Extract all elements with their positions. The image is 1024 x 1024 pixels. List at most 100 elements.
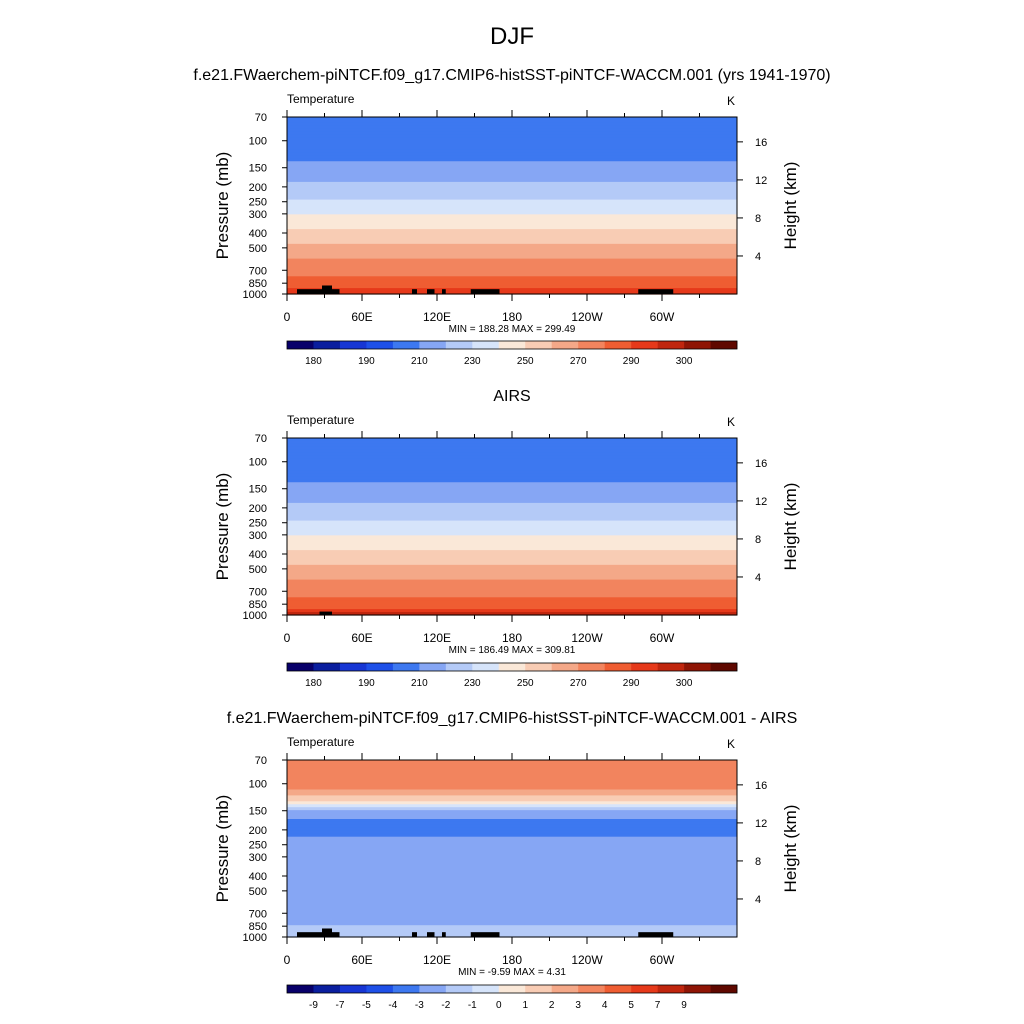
field-band xyxy=(287,229,737,233)
y-tick-label: 500 xyxy=(249,886,267,898)
colorbar-label: 290 xyxy=(623,678,640,689)
field-band xyxy=(287,567,737,572)
colorbar-label: 300 xyxy=(676,678,693,689)
units-label: K xyxy=(727,737,735,751)
field-band xyxy=(287,556,737,560)
colorbar-label: 290 xyxy=(623,356,640,367)
field-band xyxy=(287,777,737,782)
field-band xyxy=(287,255,737,260)
field-band xyxy=(287,517,737,522)
field-band xyxy=(287,910,737,914)
field-band xyxy=(287,821,737,826)
field-band xyxy=(287,886,737,891)
field-band xyxy=(287,446,737,451)
field-band xyxy=(287,137,737,142)
field-band xyxy=(287,535,737,539)
colorbar-swatch xyxy=(631,985,658,993)
terrain-block xyxy=(470,932,500,937)
terrain-block xyxy=(470,289,500,294)
y-tick-label: 200 xyxy=(249,825,267,837)
terrain-block xyxy=(297,932,325,937)
field-band xyxy=(287,541,737,545)
field-band xyxy=(287,851,737,855)
field-band xyxy=(287,264,737,269)
field-band xyxy=(287,845,737,850)
field-band xyxy=(287,550,737,554)
colorbar-frame xyxy=(286,340,738,350)
field-band xyxy=(287,128,737,133)
colorbar-swatch xyxy=(657,341,685,349)
field-obs xyxy=(287,438,737,616)
colorbar-label: 7 xyxy=(655,1000,661,1011)
field-band xyxy=(287,570,737,575)
diff-subtitle: f.e21.FWaerchem-piNTCF.f09_g17.CMIP6-his… xyxy=(227,710,798,727)
y-tick-label: 300 xyxy=(249,530,267,542)
field-band xyxy=(287,134,737,139)
height-tick-label: 4 xyxy=(755,572,761,584)
field-band xyxy=(287,467,737,472)
colorbar-swatch xyxy=(366,663,394,671)
x-tick-label: 180 xyxy=(502,953,522,967)
colorbar-swatch xyxy=(339,341,367,349)
field-band xyxy=(287,476,737,480)
colorbar-swatch xyxy=(525,341,553,349)
colorbar-swatch xyxy=(578,341,605,349)
colorbar-label: 230 xyxy=(464,356,481,367)
colorbar-label: 1 xyxy=(522,1000,528,1011)
field-band xyxy=(287,585,737,590)
variable-label: Temperature xyxy=(287,92,355,106)
field-band xyxy=(287,167,737,171)
colorbar-swatch xyxy=(313,341,341,349)
colorbar-swatch xyxy=(551,663,579,671)
y-tick-label: 1000 xyxy=(243,610,267,622)
field-band xyxy=(287,913,737,917)
y-tick-label: 850 xyxy=(249,921,267,933)
field-model xyxy=(287,117,737,295)
x-tick-label: 60E xyxy=(351,310,372,324)
height-tick-label: 16 xyxy=(755,458,767,470)
colorbar-label: 300 xyxy=(676,356,693,367)
colorbar-model: 180 190 210 230 250 270 290 300 xyxy=(286,340,738,367)
field-band xyxy=(287,594,737,598)
field-band xyxy=(287,762,737,767)
field-band xyxy=(287,564,737,569)
colorbar-swatch xyxy=(419,663,447,671)
colorbar-swatch xyxy=(604,985,632,993)
field-band xyxy=(287,131,737,136)
colorbar-swatch xyxy=(419,985,447,993)
field-band xyxy=(287,258,737,263)
colorbar-swatch xyxy=(657,663,685,671)
field-band xyxy=(287,205,737,210)
colorbar-swatch xyxy=(339,663,367,671)
y-tick-label: 250 xyxy=(249,197,267,209)
field-band xyxy=(287,597,737,601)
field-band xyxy=(287,774,737,779)
field-band xyxy=(287,588,737,592)
x-tick-label: 120W xyxy=(571,953,603,967)
colorbar-swatch xyxy=(657,985,685,993)
terrain-block xyxy=(638,289,674,294)
field-band xyxy=(287,164,737,168)
colorbar-swatch xyxy=(445,663,473,671)
field-band xyxy=(287,202,737,207)
colorbar-label: 210 xyxy=(411,356,428,367)
field-band xyxy=(287,833,737,838)
field-band xyxy=(287,875,737,879)
variable-label: Temperature xyxy=(287,413,355,427)
right-axis-label: Height (km) xyxy=(781,805,800,893)
field-band xyxy=(287,176,737,180)
field-band xyxy=(287,928,737,932)
colorbar-swatch xyxy=(498,985,526,993)
field-band xyxy=(287,119,737,124)
field-band xyxy=(287,780,737,785)
field-band xyxy=(287,488,737,492)
field-band xyxy=(287,810,737,814)
terrain-block xyxy=(322,928,332,937)
field-band xyxy=(287,842,737,847)
colorbar-swatch xyxy=(525,663,553,671)
field-band xyxy=(287,473,737,477)
field-difference xyxy=(287,760,737,938)
field-band xyxy=(287,606,737,610)
field-band xyxy=(287,223,737,227)
